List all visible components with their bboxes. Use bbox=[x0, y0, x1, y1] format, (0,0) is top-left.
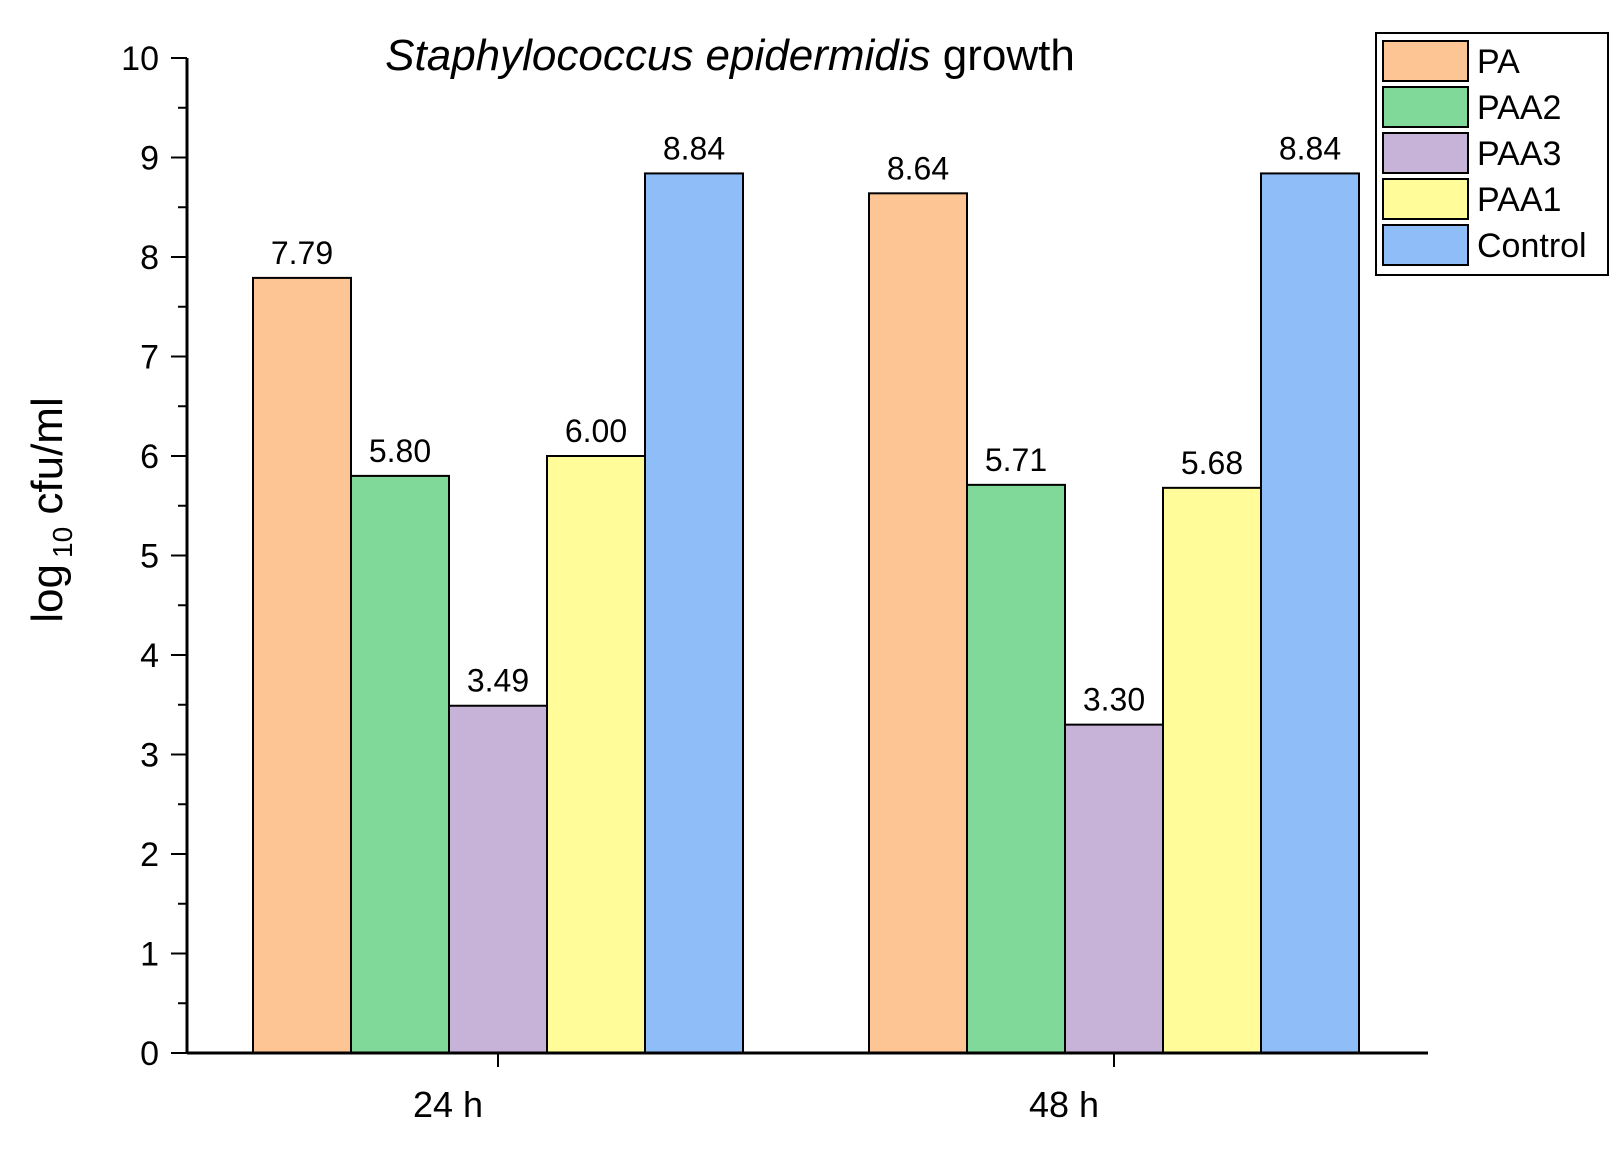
y-tick-label: 9 bbox=[140, 140, 159, 178]
legend-label-pa: PA bbox=[1477, 43, 1520, 81]
y-axis-title: log 10 cfu/ml bbox=[23, 397, 78, 622]
legend-swatch-pa bbox=[1382, 40, 1469, 82]
y-tick-label: 8 bbox=[140, 239, 159, 277]
chart-title: Staphylococcus epidermidis growth bbox=[385, 31, 1075, 80]
x-category-label: 24 h bbox=[413, 1084, 483, 1125]
data-label-paa1-48h: 5.68 bbox=[1181, 445, 1243, 481]
y-axis-title-main: log bbox=[23, 564, 72, 623]
legend-label-control: Control bbox=[1477, 227, 1587, 265]
legend-swatch-control bbox=[1382, 224, 1469, 266]
data-label-pa-24h: 7.79 bbox=[271, 235, 333, 271]
legend-swatch-paa2 bbox=[1382, 86, 1469, 128]
x-categories-group: 24 h 48 h bbox=[413, 1053, 1115, 1125]
data-label-control-24h: 8.84 bbox=[663, 130, 725, 166]
bar-control-48h bbox=[1260, 172, 1360, 1055]
data-label-control-48h: 8.84 bbox=[1279, 130, 1341, 166]
y-tick-label: 10 bbox=[121, 40, 159, 78]
bar-paa1-48h bbox=[1162, 486, 1262, 1054]
bar-control-24h bbox=[644, 172, 744, 1055]
y-tick-label: 0 bbox=[140, 1035, 159, 1073]
bar-paa3-48h bbox=[1064, 723, 1164, 1055]
y-tick-label: 7 bbox=[140, 339, 159, 377]
chart-title-rest: growth bbox=[931, 31, 1075, 80]
data-labels-group: 7.79 5.80 3.49 6.00 8.84 8.64 5.71 3.30 5.68 8.84 bbox=[271, 130, 1341, 717]
y-tick-label: 5 bbox=[140, 538, 159, 576]
legend-label-paa3: PAA3 bbox=[1477, 135, 1561, 173]
bar-paa3-24h bbox=[448, 704, 548, 1054]
bar-paa2-48h bbox=[966, 483, 1066, 1055]
y-axis-title-rest: cfu/ml bbox=[23, 397, 72, 527]
legend: PA PAA2 PAA3 PAA1 Control bbox=[1375, 32, 1609, 276]
y-tick-label: 3 bbox=[140, 737, 159, 775]
y-axis-title-subscript: 10 bbox=[47, 527, 78, 558]
data-label-pa-48h: 8.64 bbox=[887, 150, 949, 186]
y-tick-label: 1 bbox=[140, 936, 159, 974]
chart-title-italic: Staphylococcus epidermidis bbox=[385, 31, 930, 80]
y-tick-label: 2 bbox=[140, 836, 159, 874]
y-tick-label: 4 bbox=[140, 637, 159, 675]
data-label-paa2-48h: 5.71 bbox=[985, 442, 1047, 478]
legend-swatch-paa1 bbox=[1382, 178, 1469, 220]
legend-label-paa1: PAA1 bbox=[1477, 181, 1561, 219]
bar-pa-48h bbox=[868, 192, 968, 1054]
data-label-paa3-48h: 3.30 bbox=[1083, 682, 1145, 718]
bar-pa-24h bbox=[252, 276, 352, 1054]
y-tick-label: 6 bbox=[140, 438, 159, 476]
legend-swatch-paa3 bbox=[1382, 132, 1469, 174]
legend-label-paa2: PAA2 bbox=[1477, 89, 1561, 127]
data-label-paa2-24h: 5.80 bbox=[369, 433, 431, 469]
bars-group bbox=[252, 172, 1360, 1055]
bar-paa1-24h bbox=[546, 455, 646, 1054]
data-label-paa1-24h: 6.00 bbox=[565, 413, 627, 449]
data-label-paa3-24h: 3.49 bbox=[467, 663, 529, 699]
bar-paa2-24h bbox=[350, 474, 450, 1054]
x-category-label: 48 h bbox=[1029, 1084, 1099, 1125]
y-ticks-group: 0 1 2 3 4 5 6 7 8 9 10 bbox=[121, 40, 187, 1073]
